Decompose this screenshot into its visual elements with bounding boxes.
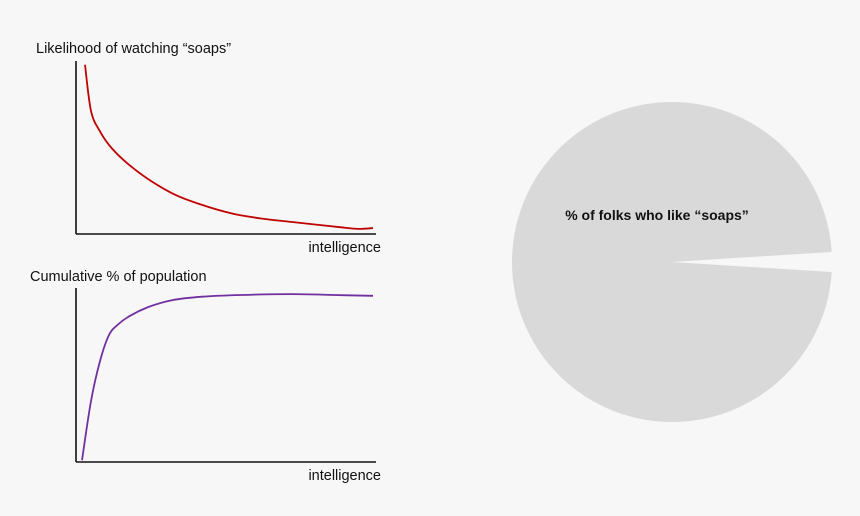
cumulative-x-label: intelligence (308, 468, 381, 484)
cumulative-series-line (81, 293, 374, 461)
likelihood-x-label: intelligence (308, 240, 381, 256)
pie-chart: % of folks who like “soaps” (512, 102, 832, 423)
likelihood-series-line (84, 64, 374, 230)
cumulative-chart-title: Cumulative % of population (30, 269, 207, 285)
pie-slice-soap-fans (512, 102, 832, 423)
cumulative-chart: Cumulative % of population intelligence (30, 269, 381, 484)
likelihood-chart: Likelihood of watching “soaps” intellige… (36, 41, 381, 256)
likelihood-chart-title: Likelihood of watching “soaps” (36, 41, 231, 57)
pie-slice-label: % of folks who like “soaps” (565, 207, 749, 223)
